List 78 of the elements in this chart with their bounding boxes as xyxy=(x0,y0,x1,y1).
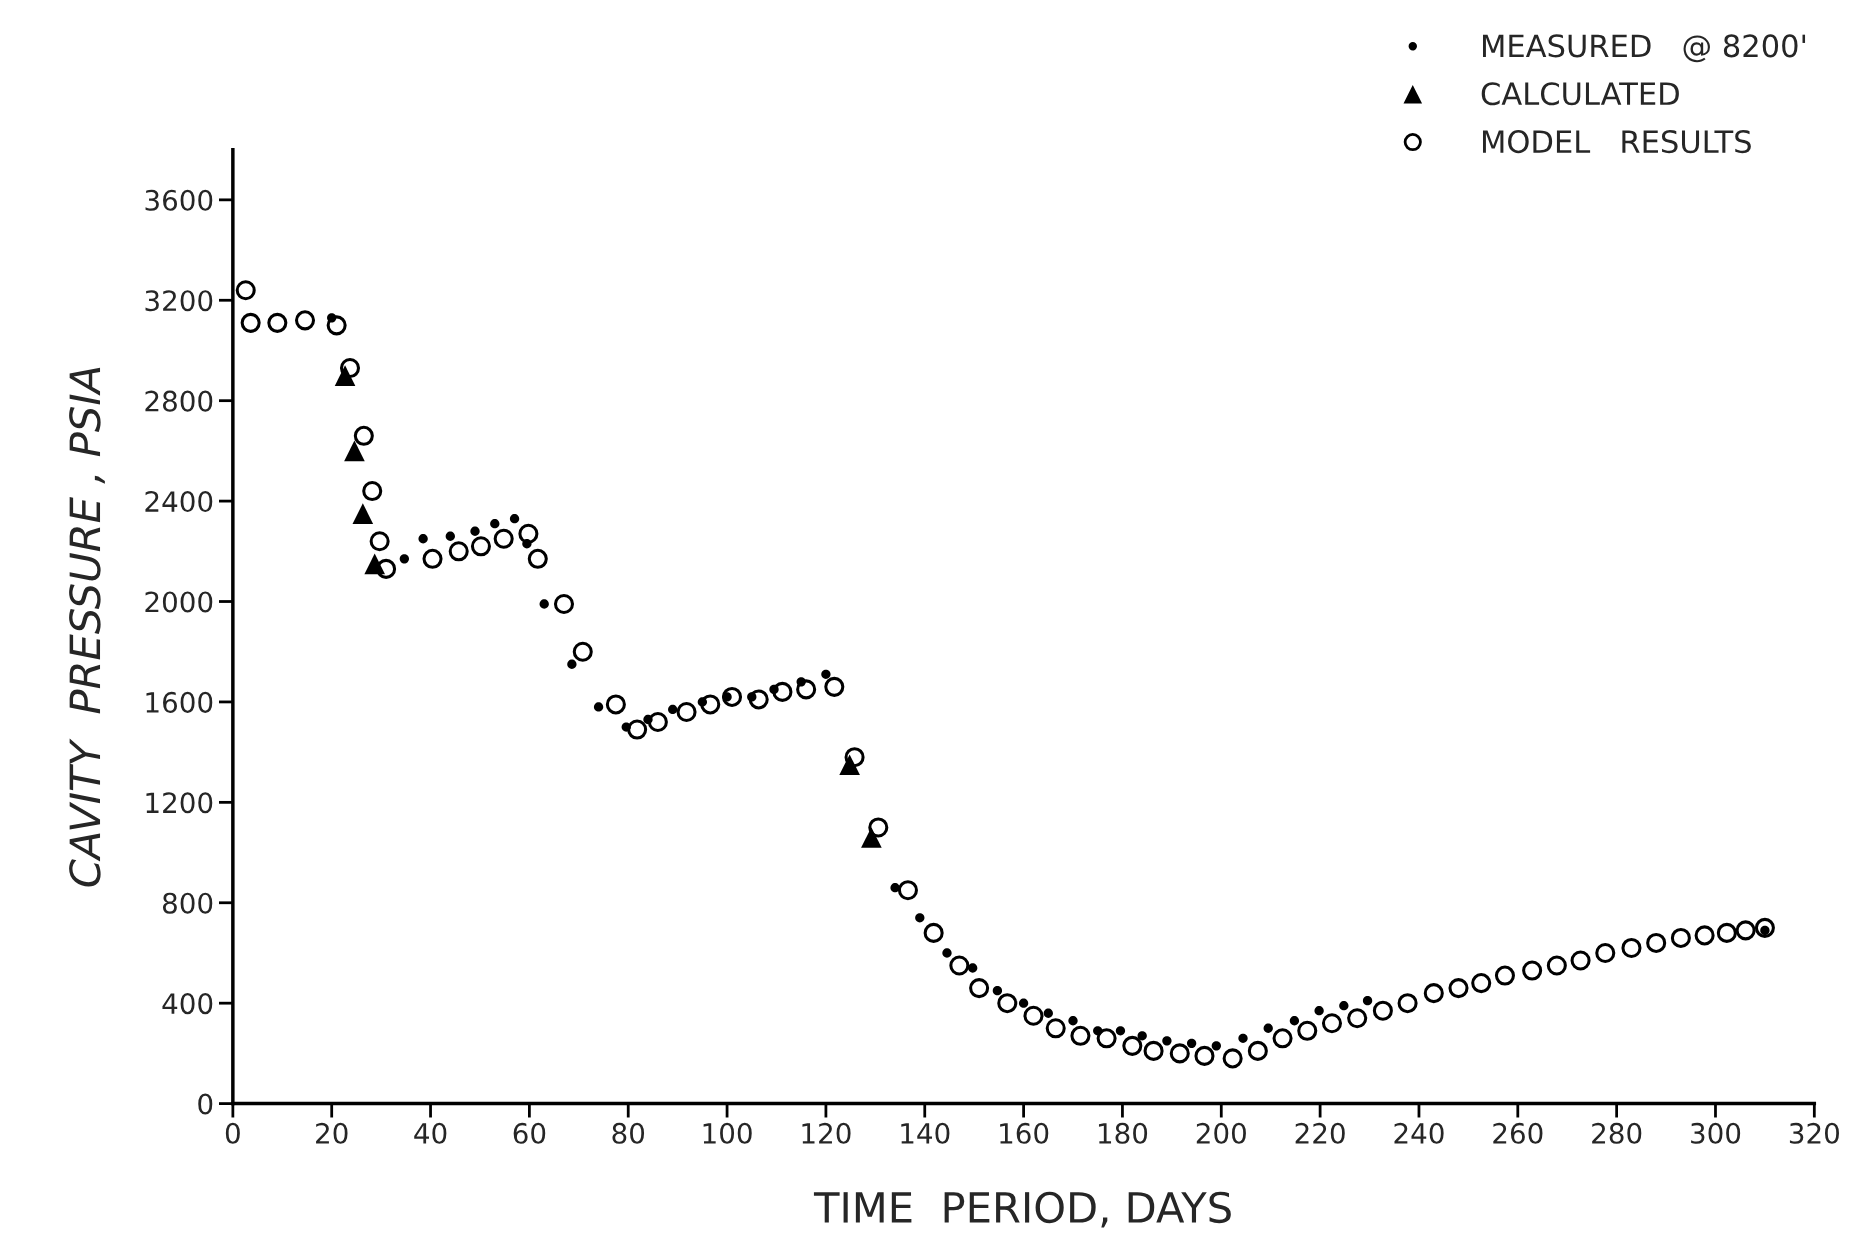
x-tick-label: 20 xyxy=(316,1122,348,1144)
point xyxy=(509,514,520,524)
point xyxy=(621,722,631,732)
x-tick-label: 160 xyxy=(1000,1122,1049,1144)
x-tick-label: 140 xyxy=(901,1122,950,1144)
point xyxy=(769,684,779,695)
x-tick-label: 200 xyxy=(1196,1122,1246,1144)
point xyxy=(942,948,952,958)
point xyxy=(490,519,500,529)
point xyxy=(399,554,410,564)
x-tick-label: 280 xyxy=(1592,1122,1642,1144)
point xyxy=(697,697,708,707)
y-tick-label: 1600 xyxy=(146,691,213,713)
legend-label: MODEL RESULTS xyxy=(1483,130,1751,154)
point xyxy=(821,669,831,679)
y-tick-label: 800 xyxy=(162,892,213,914)
point xyxy=(747,692,757,702)
x-tick-label: 80 xyxy=(612,1122,645,1144)
y-axis-title: CAVITY PRESSURE , PSIA xyxy=(69,367,105,887)
y-tick-label: 0 xyxy=(198,1093,213,1115)
point xyxy=(344,440,365,462)
x-tick-label: 60 xyxy=(513,1122,546,1144)
x-axis-title: TIME PERIOD, DAYS xyxy=(813,1191,1231,1228)
x-tick-label: 220 xyxy=(1295,1122,1345,1144)
x-tick-label: 0 xyxy=(225,1122,240,1144)
point xyxy=(992,985,1003,996)
point xyxy=(1043,1008,1053,1018)
point xyxy=(1115,1026,1126,1036)
point xyxy=(1211,1041,1221,1051)
point xyxy=(643,714,653,725)
point xyxy=(445,531,455,541)
y-tick-label: 2800 xyxy=(145,390,213,412)
point xyxy=(334,365,356,386)
y-tick-label: 1200 xyxy=(146,792,213,814)
x-tick-label: 180 xyxy=(1098,1122,1148,1144)
point xyxy=(567,659,577,669)
x-tick-label: 300 xyxy=(1691,1122,1741,1144)
point xyxy=(418,534,428,544)
point xyxy=(352,503,374,524)
point xyxy=(1238,1033,1248,1043)
legend-label: MEASURED @ 8200' xyxy=(1483,34,1806,63)
x-tick-label: 320 xyxy=(1789,1122,1839,1144)
point xyxy=(470,526,480,536)
point xyxy=(1263,1023,1273,1033)
point xyxy=(1186,1038,1197,1048)
point xyxy=(796,677,806,687)
point xyxy=(1339,1001,1349,1011)
point xyxy=(1162,1036,1172,1046)
x-tick-label: 120 xyxy=(802,1122,851,1144)
point xyxy=(668,704,678,715)
point xyxy=(1068,1016,1078,1026)
legend-label: CALCULATED xyxy=(1481,82,1679,106)
point xyxy=(539,599,549,609)
point xyxy=(915,913,925,923)
point xyxy=(1018,998,1029,1008)
point xyxy=(593,702,604,712)
point xyxy=(861,827,882,848)
x-tick-label: 260 xyxy=(1493,1122,1543,1144)
point xyxy=(1362,996,1373,1006)
point xyxy=(1760,925,1770,936)
point xyxy=(1314,1006,1324,1016)
point xyxy=(364,553,385,575)
x-tick-label: 40 xyxy=(414,1122,447,1144)
point xyxy=(890,883,900,893)
y-tick-label: 400 xyxy=(162,993,213,1015)
point xyxy=(968,963,978,973)
y-tick-label: 3600 xyxy=(145,189,213,211)
point xyxy=(839,754,860,775)
y-tick-label: 2000 xyxy=(145,591,213,613)
point xyxy=(1137,1031,1147,1041)
point xyxy=(1289,1016,1300,1026)
x-tick-label: 240 xyxy=(1394,1122,1444,1144)
point xyxy=(1093,1026,1103,1036)
y-tick-label: 2400 xyxy=(145,491,213,513)
y-tick-label: 3200 xyxy=(145,290,213,312)
x-tick-label: 100 xyxy=(703,1122,752,1144)
point xyxy=(327,313,337,323)
point xyxy=(522,539,532,549)
